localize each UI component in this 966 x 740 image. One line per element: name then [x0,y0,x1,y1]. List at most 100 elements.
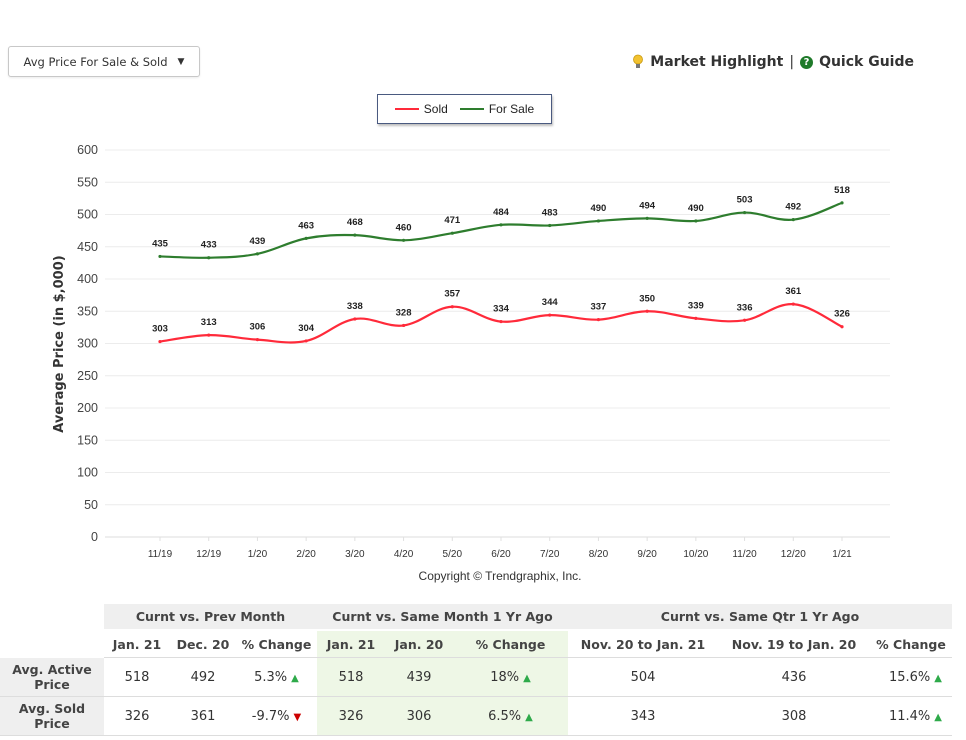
row-label: Avg. Active Price [0,657,104,697]
data-label-sold: 337 [590,302,606,313]
col-header: Nov. 20 to Jan. 21 [568,630,718,658]
data-point-sold[interactable] [791,302,795,306]
data-point-sold[interactable] [499,319,503,324]
data-point-sold[interactable] [840,325,844,329]
x-tick-label: 11/20 [732,549,757,560]
data-point-for-sale[interactable] [645,216,649,220]
data-point-sold[interactable] [255,338,260,342]
quick-guide-link[interactable]: Quick Guide [819,54,914,70]
data-point-sold[interactable] [645,309,649,313]
table-row: Avg. Sold Price 326 361 -9.7% ▼ 326 306 6.5% ▲ 343… [0,696,952,736]
data-point-sold[interactable] [158,339,162,344]
data-point-for-sale[interactable] [255,252,260,256]
data-label-for-sale: 492 [785,202,801,213]
trend-down-icon: ▼ [293,711,302,723]
data-point-for-sale[interactable] [840,201,844,205]
col-header: Jan. 21 [104,630,170,658]
data-point-for-sale[interactable] [742,210,747,215]
data-point-for-sale[interactable] [694,219,698,223]
data-point-for-sale[interactable] [401,238,406,242]
y-tick-label: 400 [77,272,98,286]
data-point-sold[interactable] [742,318,747,322]
table-cell: 504 [568,657,718,697]
y-tick-label: 200 [77,401,98,415]
data-point-for-sale[interactable] [353,233,357,237]
y-axis-label: Average Price (in $,000) [52,255,67,432]
data-point-for-sale[interactable] [596,219,601,223]
table-cell: 518 [104,657,170,697]
data-point-sold[interactable] [596,318,601,322]
table-cell: 326 [104,696,170,736]
group-same-month: Curnt vs. Same Month 1 Yr Ago [317,604,568,631]
column-header-row: Jan. 21 Dec. 20 % Change Jan. 21 Jan. 20… [0,630,952,658]
data-label-sold: 350 [639,293,655,304]
data-label-for-sale: 503 [737,195,753,206]
empty-corner [0,604,104,631]
table-cell: 436 [718,657,870,697]
data-point-sold[interactable] [694,316,698,320]
trend-up-icon: ▲ [934,672,942,684]
data-point-for-sale[interactable] [158,254,162,259]
data-label-sold: 328 [396,307,412,318]
x-tick-label: 12/20 [781,549,806,560]
data-label-for-sale: 490 [688,203,704,214]
data-point-for-sale[interactable] [207,256,211,260]
x-tick-label: 11/19 [148,549,173,560]
data-label-for-sale: 463 [298,220,314,231]
col-header: Nov. 19 to Jan. 20 [718,630,870,658]
table-cell: 439 [385,657,453,697]
data-point-for-sale[interactable] [450,231,454,235]
data-point-for-sale[interactable] [548,223,552,228]
price-line-chart: 0 50 100 150 200 250 300 350 400 450 500 550 600 11/… [52,143,890,583]
x-tick-label: 1/20 [248,549,268,560]
chart-legend: Sold For Sale [377,94,552,124]
data-label-sold: 303 [152,324,168,335]
legend-item-sold[interactable]: Sold [394,102,448,116]
data-label-sold: 336 [737,302,753,313]
data-label-sold: 326 [834,309,850,320]
comparison-table: Curnt vs. Prev Month Curnt vs. Same Mont… [0,604,952,736]
x-tick-label: 3/20 [345,549,365,560]
market-highlight-link[interactable]: Market Highlight [650,54,784,70]
lightbulb-icon [632,54,644,70]
data-point-sold[interactable] [207,333,211,337]
data-label-for-sale: 518 [834,185,850,196]
row-label: Avg. Sold Price [0,696,104,736]
data-point-sold[interactable] [548,313,552,317]
col-header: Jan. 21 [317,630,385,658]
col-header: Jan. 20 [385,630,453,658]
data-label-for-sale: 484 [493,207,510,218]
y-tick-label: 300 [77,337,98,351]
y-tick-label: 0 [91,530,98,544]
data-label-sold: 334 [493,304,510,315]
data-label-for-sale: 471 [444,215,461,226]
trend-up-icon: ▲ [523,672,531,684]
data-label-sold: 344 [542,297,559,308]
data-point-sold[interactable] [353,317,357,321]
data-label-for-sale: 435 [152,238,169,249]
legend-swatch-sold [394,108,419,110]
data-label-sold: 306 [249,322,265,333]
col-header: Dec. 20 [170,630,236,658]
table-cell: 343 [568,696,718,736]
data-point-for-sale[interactable] [791,218,795,222]
table-cell: 15.6% ▲ [870,657,952,697]
chart-type-dropdown[interactable]: Avg Price For Sale & Sold ▼ [8,46,200,77]
y-tick-label: 50 [84,498,98,512]
data-point-for-sale[interactable] [499,223,503,227]
data-point-sold[interactable] [401,323,406,328]
data-point-for-sale[interactable] [304,236,308,240]
y-tick-label: 250 [77,369,98,383]
data-point-sold[interactable] [450,305,454,309]
col-header: % Change [236,630,317,658]
legend-item-for-sale[interactable]: For Sale [459,102,535,116]
data-label-for-sale: 433 [201,240,217,251]
question-icon: ? [800,55,814,69]
data-point-sold[interactable] [304,339,308,343]
data-label-for-sale: 439 [249,236,265,247]
legend-label-for-sale: For Sale [488,102,535,116]
y-tick-label: 100 [77,466,98,480]
y-tick-label: 600 [77,143,98,157]
table-cell: 18% ▲ [453,657,568,697]
x-tick-label: 10/20 [683,549,708,560]
